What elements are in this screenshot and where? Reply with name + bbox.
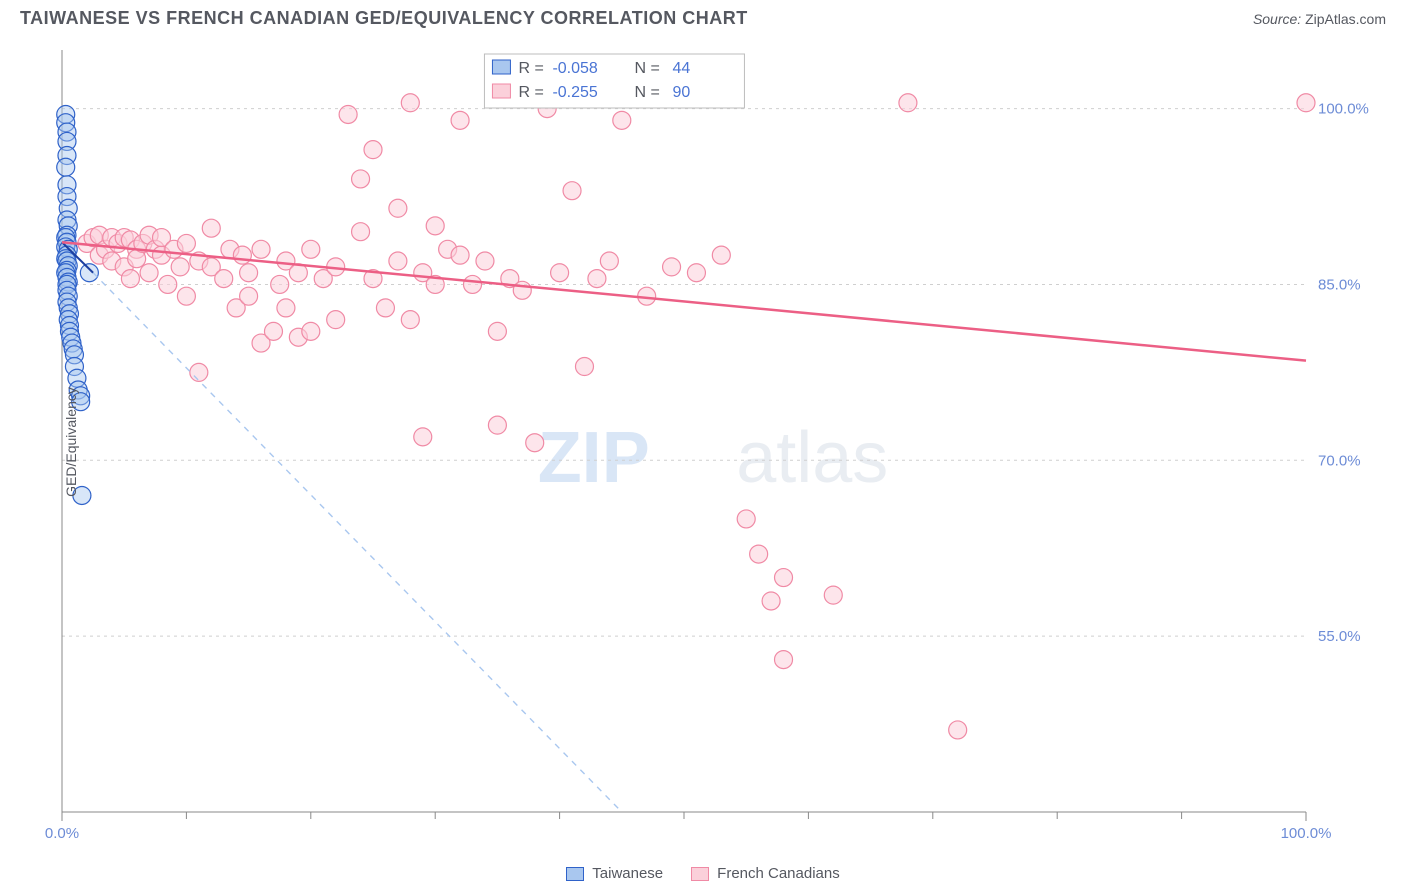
- svg-text:-0.058: -0.058: [552, 60, 597, 77]
- legend: Taiwanese French Canadians: [0, 865, 1406, 882]
- data-point: [737, 510, 755, 528]
- svg-text:55.0%: 55.0%: [1318, 628, 1361, 645]
- data-point: [252, 240, 270, 258]
- data-point: [364, 141, 382, 159]
- source-attribution: Source: ZipAtlas.com: [1253, 11, 1386, 27]
- data-point: [488, 416, 506, 434]
- data-point: [613, 111, 631, 129]
- data-point: [271, 275, 289, 293]
- data-point: [352, 223, 370, 241]
- data-point: [80, 264, 98, 282]
- data-point: [575, 358, 593, 376]
- data-point: [526, 434, 544, 452]
- data-point: [899, 94, 917, 112]
- data-point: [426, 217, 444, 235]
- data-point: [376, 299, 394, 317]
- data-point: [1297, 94, 1315, 112]
- data-point: [352, 170, 370, 188]
- source-label: Source:: [1253, 11, 1305, 27]
- data-point: [190, 363, 208, 381]
- data-point: [414, 428, 432, 446]
- svg-text:85.0%: 85.0%: [1318, 276, 1361, 293]
- data-point: [464, 275, 482, 293]
- data-point: [171, 258, 189, 276]
- legend-item-french-canadians: French Canadians: [691, 865, 840, 882]
- data-point: [302, 240, 320, 258]
- data-point: [215, 270, 233, 288]
- legend-label: Taiwanese: [592, 865, 663, 882]
- data-point: [159, 275, 177, 293]
- data-point: [264, 322, 282, 340]
- legend-swatch-french-canadians: [691, 867, 709, 881]
- svg-text:ZIP: ZIP: [538, 418, 650, 498]
- data-point: [327, 311, 345, 329]
- data-point: [712, 246, 730, 264]
- chart-title: TAIWANESE VS FRENCH CANADIAN GED/EQUIVAL…: [20, 8, 748, 29]
- svg-text:-0.255: -0.255: [552, 84, 597, 101]
- svg-text:R =: R =: [518, 60, 543, 77]
- svg-text:R =: R =: [518, 84, 543, 101]
- data-point: [762, 592, 780, 610]
- data-point: [177, 287, 195, 305]
- data-point: [302, 322, 320, 340]
- data-point: [177, 234, 195, 252]
- data-point: [824, 586, 842, 604]
- data-point: [488, 322, 506, 340]
- data-point: [775, 569, 793, 587]
- svg-text:N =: N =: [634, 84, 659, 101]
- svg-text:0.0%: 0.0%: [45, 825, 79, 842]
- legend-swatch-taiwanese: [566, 867, 584, 881]
- data-point: [121, 270, 139, 288]
- data-point: [140, 264, 158, 282]
- data-point: [451, 111, 469, 129]
- data-point: [451, 246, 469, 264]
- legend-item-taiwanese: Taiwanese: [566, 865, 663, 882]
- svg-text:100.0%: 100.0%: [1281, 825, 1332, 842]
- chart-area: GED/Equivalency ZIP atlas 55.0% 70.0% 85.0% 1…: [20, 42, 1386, 842]
- data-point: [513, 281, 531, 299]
- svg-text:70.0%: 70.0%: [1318, 452, 1361, 469]
- y-axis-label: GED/Equivalency: [63, 387, 79, 497]
- source-value: ZipAtlas.com: [1305, 11, 1386, 27]
- svg-text:44: 44: [672, 60, 690, 77]
- data-point: [401, 94, 419, 112]
- data-point: [233, 246, 251, 264]
- data-point: [240, 264, 258, 282]
- data-point: [551, 264, 569, 282]
- data-point: [476, 252, 494, 270]
- svg-text:atlas: atlas: [736, 418, 888, 498]
- scatter-chart: ZIP atlas 55.0% 70.0% 85.0% 100.0% 0.0% 100.0% R…: [20, 42, 1386, 842]
- data-point: [750, 545, 768, 563]
- data-point: [277, 299, 295, 317]
- data-point: [687, 264, 705, 282]
- data-point: [240, 287, 258, 305]
- data-point: [775, 651, 793, 669]
- data-point: [563, 182, 581, 200]
- data-point: [588, 270, 606, 288]
- data-point: [949, 721, 967, 739]
- legend-label: French Canadians: [717, 865, 840, 882]
- svg-text:100.0%: 100.0%: [1318, 101, 1369, 118]
- data-point: [202, 219, 220, 237]
- svg-text:90: 90: [672, 84, 690, 101]
- data-point: [663, 258, 681, 276]
- data-point: [389, 199, 407, 217]
- data-point: [339, 105, 357, 123]
- data-point: [401, 311, 419, 329]
- data-point: [600, 252, 618, 270]
- svg-text:N =: N =: [634, 60, 659, 77]
- data-point: [57, 158, 75, 176]
- data-point: [389, 252, 407, 270]
